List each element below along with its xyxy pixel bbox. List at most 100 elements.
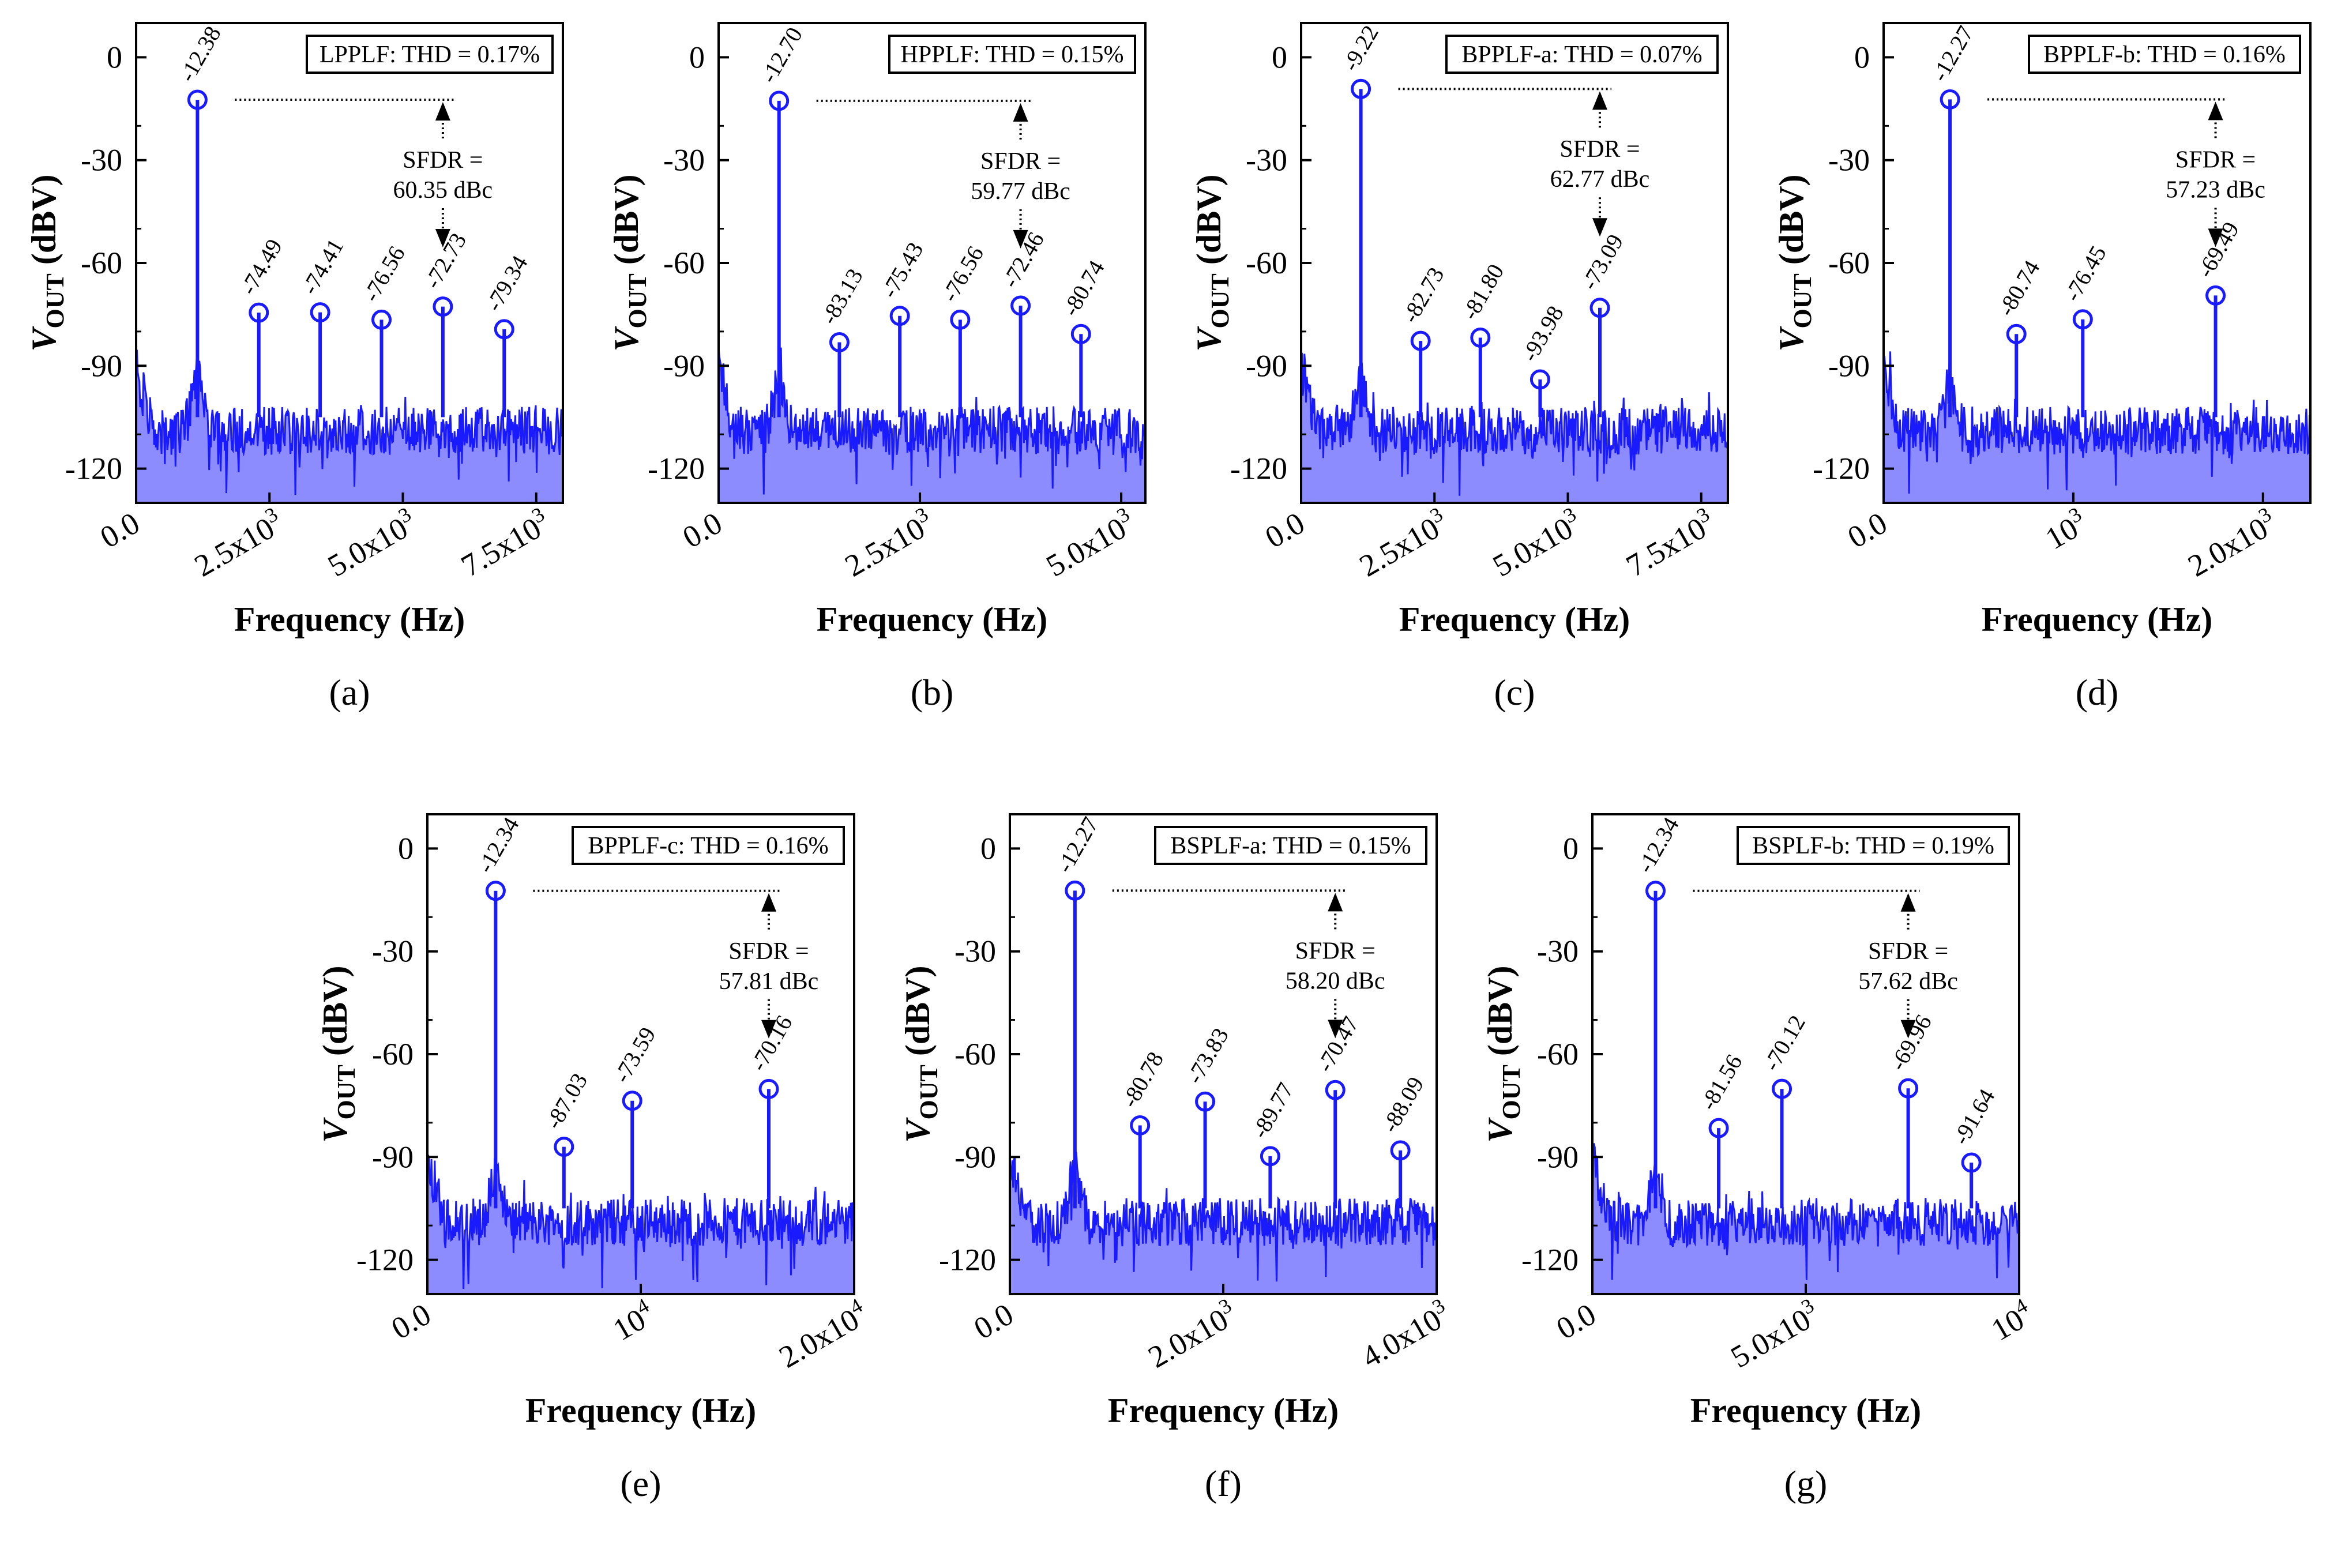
peak-marker [249,302,269,323]
sfdr-arrowhead-down [1900,1020,1916,1039]
sfdr-value: 57.23 dBc [2166,176,2265,203]
legend-box [888,35,1136,74]
y-tick-label: 0 [398,831,414,866]
spectrum-trace [1591,1143,2020,1280]
x-tick-label: 5.0x103 [1039,502,1141,583]
spectrum-trace [135,349,564,495]
peak-marker [1772,1078,1792,1099]
x-axis-title: Frequency (Hz) [234,600,465,638]
y-tick-label: -30 [954,934,996,969]
sfdr-arrowhead-up [435,102,450,121]
legend-box [306,35,554,74]
sfdr-arrowhead-down [2208,228,2223,247]
legend-box [572,826,845,865]
x-axis-title: Frequency (Hz) [1690,1392,1921,1430]
y-tick-label: -60 [1537,1037,1579,1071]
peak-marker [1898,1078,1919,1099]
y-tick-label: -90 [663,348,705,383]
y-tick-label: -120 [356,1243,414,1277]
peak-label: -12.70 [756,22,808,87]
peak-marker [769,91,790,111]
sfdr-arrowhead-up [1592,91,1607,110]
panel-letter: (b) [911,672,954,713]
peak-label: -70.12 [1758,1011,1810,1076]
y-tick-label: 0 [689,40,705,74]
peak-label: -12.34 [472,813,524,877]
sfdr-label: SFDR = [980,148,1061,175]
y-tick-label: -30 [663,143,705,178]
y-tick-label: -90 [1246,348,1287,383]
peak-label: -12.27 [1926,21,1979,86]
peak-marker [1589,298,1610,318]
legend-box [1737,826,2010,865]
y-tick-label: 0 [980,831,996,866]
chart-panel: -12.27 -80.74 -76.45 -69.49 SFDR = 57.23 dBc B… [1772,21,2312,713]
y-tick-label: 0 [1563,831,1579,866]
peak-marker [494,319,514,340]
peak-label: -69.49 [2192,217,2244,282]
sfdr-label: SFDR = [2175,146,2256,173]
x-tick-label: 104 [606,1293,660,1347]
x-tick-label: 2.5x103 [187,502,289,583]
peak-label: -73.83 [1181,1024,1234,1088]
peak-marker [622,1091,642,1111]
peak-label: -80.74 [1057,256,1110,321]
spectrum-fill [1010,1151,1437,1294]
y-tick-label: 0 [1272,40,1287,74]
peak-marker [1130,1115,1151,1135]
peak-label: -74.49 [235,235,288,299]
peak-marker [1470,328,1491,348]
peak-label: -88.09 [1377,1072,1429,1137]
peak-marker [1708,1118,1729,1138]
x-tick-label: 0.0 [1551,1296,1602,1346]
y-tick-label: -60 [1246,246,1287,280]
sfdr-arrowhead-up [1328,893,1343,912]
spectrum-trace [1300,352,1729,496]
x-tick-label: 0.0 [677,505,728,555]
spectrum-trace [717,347,1147,495]
peak-label: -82.73 [1397,263,1449,328]
y-tick-label: -90 [1828,348,1870,383]
sfdr-value: 57.62 dBc [1858,968,1958,995]
y-tick-label: -120 [939,1243,996,1277]
sfdr-value: 62.77 dBc [1550,166,1650,193]
y-tick-label: -120 [1813,452,1870,486]
legend-box [1154,826,1427,865]
x-tick-label: 0.0 [386,1296,437,1346]
peak-marker [1351,78,1371,99]
sfdr-arrowhead-down [761,1020,776,1039]
chart-panel: -12.27-80.78 -73.83-89.77-70.47-88.09SFDR… [899,813,1456,1504]
panel-letter: (c) [1494,672,1535,713]
x-tick-label: 103 [2038,502,2093,556]
spectrum-trace [426,1155,855,1289]
y-axis-title: VOUT (dBV) [1190,174,1234,351]
peak-marker [187,89,208,110]
peak-marker [371,309,392,330]
x-tick-label: 5.0x103 [320,502,422,583]
y-tick-label: -60 [663,246,705,280]
peak-marker [2205,285,2226,306]
spectrum-trace [1882,351,2312,494]
peak-label: -80.78 [1117,1047,1169,1112]
peak-label: -69.96 [1884,1010,1937,1075]
y-axis-title: VOUT (dBV) [1772,174,1817,351]
peak-label: -93.98 [1516,301,1569,366]
peak-marker [1010,295,1031,316]
legend-text: BPPLF-a: THD = 0.07% [1461,42,1702,68]
sfdr-label: SFDR = [1559,136,1640,163]
y-tick-label: -60 [1828,246,1870,280]
legend-text: BSPLF-b: THD = 0.19% [1752,833,1994,859]
peak-marker [485,881,506,901]
x-axis-title: Frequency (Hz) [1982,600,2212,638]
x-tick-label: 104 [1984,1293,2039,1347]
peak-marker [889,306,910,326]
peak-marker [310,302,330,323]
peak-label: -83.13 [815,264,868,329]
peak-marker [1645,881,1666,901]
x-tick-label: 4.0x103 [1354,1293,1456,1374]
sfdr-value: 60.35 dBc [393,177,493,204]
peak-marker [829,332,850,352]
x-axis-title: Frequency (Hz) [1399,600,1630,638]
peak-label: -91.64 [1948,1085,2000,1149]
